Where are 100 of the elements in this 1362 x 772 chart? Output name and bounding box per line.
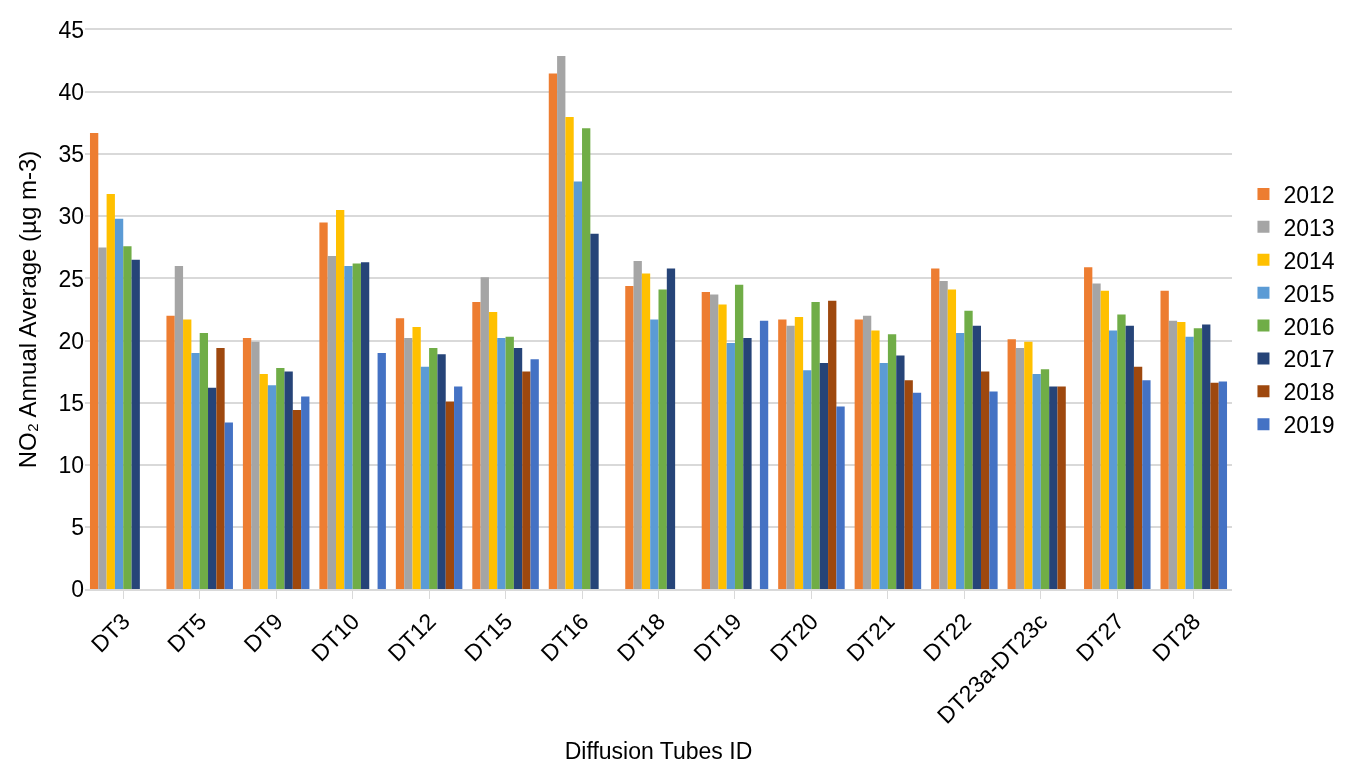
bar <box>1160 290 1169 589</box>
legend-label: 2014 <box>1283 247 1335 274</box>
bar <box>931 268 940 589</box>
bar <box>701 292 711 589</box>
bar <box>666 268 676 589</box>
bar <box>267 385 277 589</box>
legend-label: 2019 <box>1283 412 1335 439</box>
y-axis-title: NO₂ Annual Average (µg m-3) <box>13 150 41 469</box>
bar <box>98 247 107 589</box>
bar <box>106 193 115 589</box>
bar <box>1057 386 1066 589</box>
legend-label: 2012 <box>1283 181 1335 208</box>
bar <box>472 302 481 589</box>
bar <box>344 266 353 589</box>
bar <box>1015 348 1025 589</box>
bar <box>404 338 413 589</box>
bar <box>794 316 804 589</box>
bar <box>887 334 897 589</box>
bar <box>912 392 922 589</box>
bar <box>352 263 361 589</box>
bar <box>513 348 523 589</box>
bar <box>1177 321 1186 589</box>
bar <box>437 354 446 589</box>
bar <box>377 352 386 589</box>
bar <box>284 371 293 589</box>
bar <box>759 320 769 589</box>
bar <box>1040 369 1050 589</box>
bar <box>131 259 140 589</box>
bar <box>548 73 558 589</box>
bar <box>811 302 820 589</box>
bar <box>896 355 905 589</box>
bar <box>166 315 175 589</box>
bar <box>836 406 845 589</box>
legend-label: 2018 <box>1283 379 1335 406</box>
bar <box>276 367 285 589</box>
bar <box>1108 330 1118 589</box>
bar <box>1133 366 1143 589</box>
bar <box>497 338 506 589</box>
bar <box>862 315 872 589</box>
bar <box>395 318 405 589</box>
bar <box>454 386 463 589</box>
bar <box>1024 341 1033 589</box>
bar <box>327 256 336 589</box>
bar <box>582 128 591 589</box>
bar <box>530 359 539 589</box>
bar <box>828 300 837 589</box>
bar <box>292 410 302 589</box>
bar <box>429 348 438 589</box>
bar <box>89 133 99 589</box>
bar <box>803 370 812 589</box>
y-tick-label: 30 <box>58 203 84 230</box>
bar <box>1092 283 1101 589</box>
bar <box>114 218 124 589</box>
bar <box>1084 267 1093 589</box>
bar <box>199 333 209 589</box>
bar <box>641 273 651 589</box>
bar <box>1100 290 1109 589</box>
bar <box>480 277 489 589</box>
bar <box>224 422 233 589</box>
bar <box>1168 320 1178 589</box>
bar <box>191 352 200 589</box>
y-tick-label: 10 <box>58 451 84 478</box>
bar <box>972 325 981 589</box>
bar <box>650 319 659 589</box>
bar <box>726 343 735 589</box>
x-axis-title: Diffusion Tubes ID <box>564 737 753 764</box>
bar <box>412 326 421 589</box>
bar <box>319 222 328 589</box>
legend-label: 2015 <box>1283 280 1335 307</box>
y-tick-label: 45 <box>58 17 84 44</box>
bar <box>871 330 880 589</box>
bar <box>625 285 634 589</box>
bar <box>786 325 795 589</box>
bar <box>259 374 268 589</box>
bar <box>242 338 252 589</box>
bar <box>360 262 370 589</box>
bar <box>1117 314 1126 589</box>
legend-label: 2013 <box>1283 214 1335 241</box>
y-tick-label: 20 <box>58 327 84 354</box>
bar <box>879 362 888 589</box>
bar <box>956 333 965 589</box>
y-tick-label: 15 <box>58 389 84 416</box>
bar <box>445 401 455 589</box>
bar <box>174 266 184 589</box>
y-tick-label: 40 <box>58 79 84 106</box>
x-tick-label: DT3 <box>85 608 135 658</box>
bar <box>718 304 727 589</box>
bar <box>1049 386 1058 589</box>
bar <box>301 396 310 589</box>
bar <box>734 284 744 589</box>
bar <box>522 371 531 589</box>
bar <box>505 336 514 589</box>
bar <box>964 310 973 589</box>
bar <box>633 261 642 589</box>
legend-label: 2017 <box>1283 346 1335 373</box>
bar <box>573 181 583 589</box>
bar <box>710 294 719 589</box>
bar <box>183 319 192 589</box>
bar <box>1007 339 1016 589</box>
bar <box>1218 381 1228 589</box>
